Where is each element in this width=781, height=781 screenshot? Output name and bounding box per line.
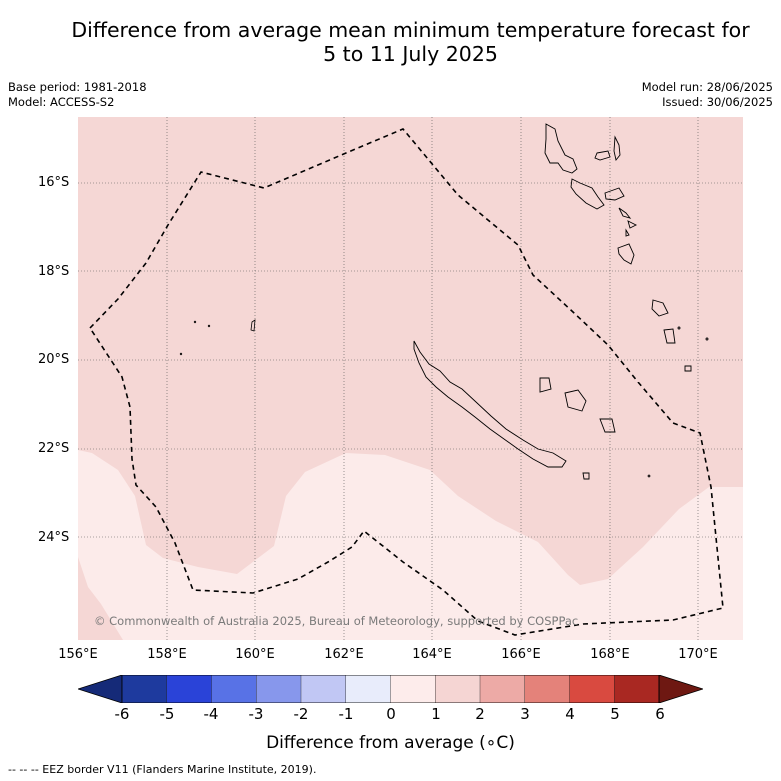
eez-legend-note: -- -- -- EEZ border V11 (Flanders Marine… (8, 763, 317, 776)
lat-label-18s: 18°S (38, 264, 70, 279)
new-caledonia (413, 340, 567, 468)
colorbar-swatch (524, 675, 570, 703)
colorbar-label: Difference from average (∘C) (266, 733, 515, 753)
lon-label-162e: 162°E (324, 647, 364, 662)
eastern-islands (647, 299, 709, 478)
map-title: Difference from average mean minimum tem… (40, 18, 781, 66)
lon-label-158e: 158°E (147, 647, 187, 662)
colorbar-swatch (300, 675, 347, 703)
lon-label-164e: 164°E (412, 647, 452, 662)
lat-label-22s: 22°S (38, 441, 70, 456)
colorbar-tick: -3 (248, 705, 264, 723)
colorbar-tick: 4 (565, 705, 575, 723)
colorbar-tick: 5 (610, 705, 620, 723)
vanuatu-islands (544, 123, 638, 265)
lon-label-166e: 166°E (501, 647, 541, 662)
loyalty-islands (539, 377, 616, 480)
model-run: Model run: 28/06/2025 (641, 80, 773, 94)
colorbar-swatches (121, 675, 660, 703)
lat-label-16s: 16°S (38, 175, 70, 190)
copyright-notice: © Commonwealth of Australia 2025, Bureau… (94, 614, 579, 628)
colorbar (78, 675, 703, 703)
base-period: Base period: 1981-2018 (8, 80, 147, 94)
issued-date: Issued: 30/06/2025 (662, 95, 773, 109)
lon-label-168e: 168°E (590, 647, 630, 662)
lat-label-24s: 24°S (38, 530, 70, 545)
colorbar-tick: 1 (431, 705, 441, 723)
colorbar-frame (121, 675, 660, 703)
colorbar-swatch (614, 675, 660, 703)
model-name: Model: ACCESS-S2 (8, 95, 115, 109)
lon-label-160e: 160°E (235, 647, 275, 662)
run-info: Model run: 28/06/2025 Issued: 30/06/2025 (642, 80, 773, 110)
title-line-1: Difference from average mean minimum tem… (71, 18, 750, 42)
colorbar-tick: 3 (520, 705, 530, 723)
graticule (78, 117, 743, 640)
colorbar-high-extension (658, 675, 703, 703)
colorbar-low-extension (78, 675, 123, 703)
colorbar-swatch (390, 675, 436, 703)
colorbar-tick: 2 (475, 705, 485, 723)
colorbar-tick: 0 (386, 705, 396, 723)
reefs (179, 319, 256, 356)
colorbar-swatch (569, 675, 615, 703)
title-line-2: 5 to 11 July 2025 (323, 42, 498, 66)
forecast-map (78, 117, 743, 640)
lon-label-170e: 170°E (678, 647, 718, 662)
colorbar-tick: -1 (338, 705, 354, 723)
colorbar-swatch (166, 675, 212, 703)
lat-label-20s: 20°S (38, 352, 70, 367)
colorbar-tick: -6 (114, 705, 130, 723)
lon-label-156e: 156°E (58, 647, 98, 662)
colorbar-tick: -5 (159, 705, 175, 723)
colorbar-swatch (479, 675, 526, 703)
colorbar-swatch (345, 675, 391, 703)
colorbar-swatch (435, 675, 481, 703)
base-info: Base period: 1981-2018 Model: ACCESS-S2 (8, 80, 147, 110)
colorbar-swatch (256, 675, 302, 703)
colorbar-swatch (211, 675, 257, 703)
colorbar-tick: 6 (655, 705, 665, 723)
colorbar-tick: -4 (203, 705, 219, 723)
eez-border (88, 128, 724, 636)
colorbar-tick: -2 (293, 705, 309, 723)
colorbar-swatch (121, 675, 168, 703)
